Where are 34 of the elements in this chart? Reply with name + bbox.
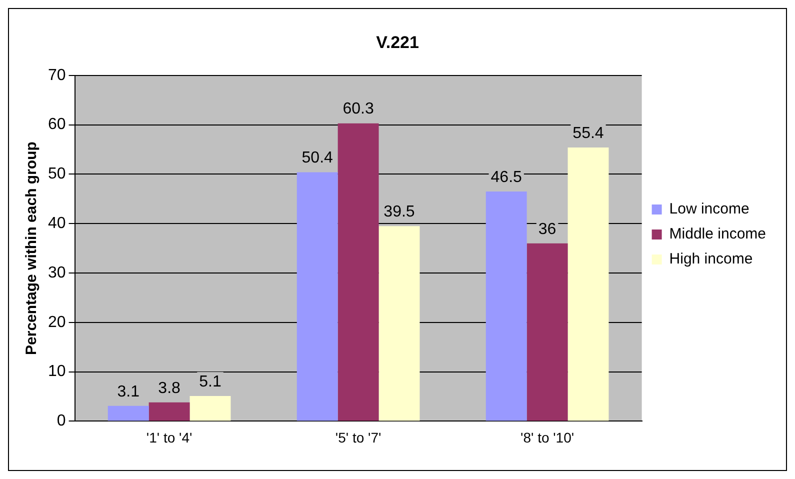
y-tick-label: 70 <box>48 66 66 84</box>
data-label: 5.1 <box>199 373 222 390</box>
data-label: 3.1 <box>117 383 140 400</box>
x-tick-label: '1' to '4' <box>146 429 192 446</box>
data-label: 55.4 <box>572 124 604 142</box>
data-label: 46.5 <box>490 168 522 186</box>
y-tick-label: 10 <box>48 363 66 380</box>
bar <box>526 243 568 421</box>
y-tick-label: 30 <box>48 264 66 282</box>
y-axis-title: Percentage within each group <box>23 142 40 355</box>
y-tick-label: 60 <box>48 116 66 134</box>
x-tick-label: '5' to '7' <box>335 429 382 446</box>
data-label: 50.4 <box>302 150 334 167</box>
legend-label: High income <box>669 250 753 268</box>
x-tick-label: '8' to '10' <box>520 429 574 446</box>
data-label: 36 <box>538 220 556 238</box>
bar <box>190 396 231 421</box>
bar <box>378 226 420 421</box>
bar <box>148 402 190 421</box>
y-tick-label: 20 <box>48 314 66 331</box>
bar <box>338 123 379 421</box>
y-tick-label: 50 <box>48 166 66 183</box>
bar <box>486 191 527 421</box>
chart-title: V.221 <box>376 32 419 52</box>
y-tick-label: 40 <box>48 215 66 232</box>
bar <box>296 172 338 421</box>
bar <box>568 148 609 421</box>
legend-label: Low income <box>669 200 750 218</box>
bar <box>108 406 149 421</box>
data-label: 39.5 <box>384 203 415 220</box>
data-label: 3.8 <box>158 380 181 397</box>
legend-label: Middle income <box>669 226 766 243</box>
y-tick-label: 0 <box>56 412 66 430</box>
data-label: 60.3 <box>342 100 374 118</box>
